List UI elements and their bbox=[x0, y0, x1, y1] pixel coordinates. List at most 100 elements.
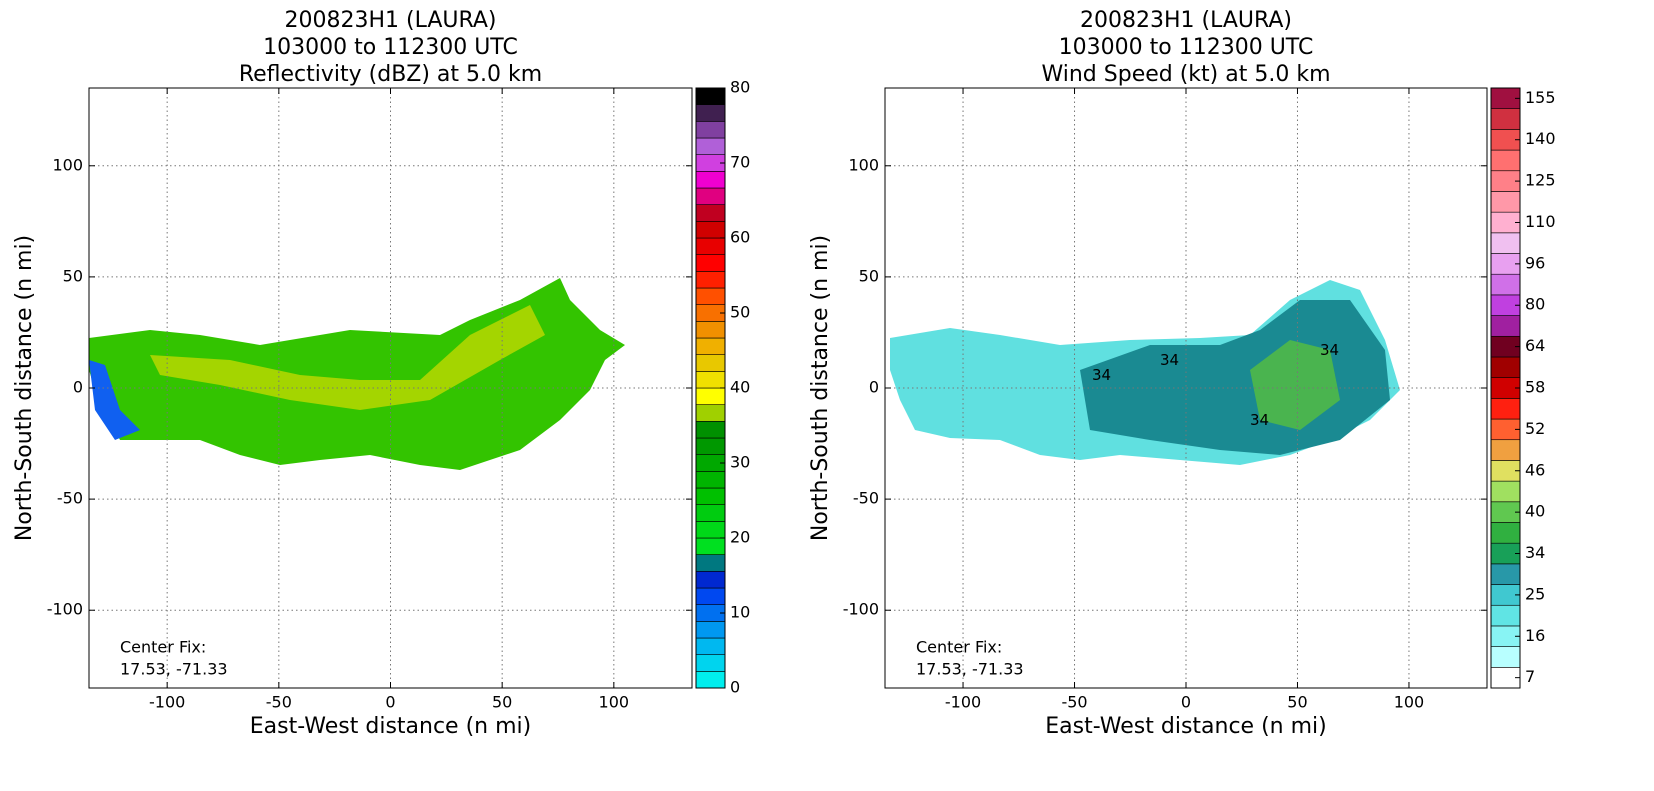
colorbar-tick-label: 40 bbox=[1525, 502, 1545, 521]
colorbar-segment bbox=[695, 587, 726, 605]
colorbar-segment bbox=[1490, 646, 1521, 668]
chart-title: 103000 to 112300 UTC bbox=[1059, 35, 1314, 60]
wind-strong bbox=[1250, 340, 1340, 430]
colorbar-segment bbox=[1490, 439, 1521, 461]
colorbar-segment bbox=[695, 487, 726, 505]
colorbar-segment bbox=[695, 187, 726, 205]
colorbar-segment bbox=[1490, 480, 1521, 503]
x-axis-label: East-West distance (n mi) bbox=[250, 714, 531, 739]
colorbar-segment bbox=[695, 221, 726, 239]
chart-title: 103000 to 112300 UTC bbox=[263, 35, 518, 60]
colorbar-tick-label: 0 bbox=[730, 678, 740, 697]
colorbar-tick-label: 140 bbox=[1525, 129, 1556, 148]
colorbar-segment bbox=[1490, 356, 1521, 378]
y-tick-label: -50 bbox=[853, 489, 879, 508]
chart-title: Wind Speed (kt) at 5.0 km bbox=[1041, 62, 1330, 87]
colorbar-segment bbox=[695, 637, 726, 655]
colorbar-tick-label: 52 bbox=[1525, 419, 1545, 438]
colorbar-segment bbox=[1490, 604, 1521, 627]
wind-moderate bbox=[1080, 300, 1390, 455]
colorbar-segment bbox=[1490, 522, 1521, 544]
colorbar-tick-label: 16 bbox=[1525, 626, 1545, 645]
colorbar-tick-label: 20 bbox=[730, 528, 750, 547]
colorbar-segment bbox=[695, 321, 726, 339]
x-tick-label: -100 bbox=[149, 693, 185, 712]
y-tick-label: 50 bbox=[859, 266, 879, 285]
colorbar-tick-label: 64 bbox=[1525, 336, 1545, 355]
colorbar-segment bbox=[1490, 315, 1521, 337]
colorbar-segment bbox=[695, 137, 726, 155]
y-tick-label: -50 bbox=[57, 489, 83, 508]
x-tick-label: 100 bbox=[599, 693, 630, 712]
reflectivity-low bbox=[89, 360, 140, 440]
colorbar-tick-label: 34 bbox=[1525, 543, 1545, 562]
colorbar-tick-label: 50 bbox=[730, 303, 750, 322]
colorbar-segment bbox=[695, 404, 726, 422]
x-tick-label: -50 bbox=[266, 693, 292, 712]
x-tick-label: 0 bbox=[385, 693, 395, 712]
colorbar-tick-label: 70 bbox=[730, 153, 750, 172]
colorbar-segment bbox=[1490, 563, 1521, 585]
chart-title: 200823H1 (LAURA) bbox=[284, 8, 496, 33]
colorbar-segment bbox=[1490, 273, 1521, 296]
plot-frame bbox=[88, 87, 693, 689]
x-tick-label: 50 bbox=[492, 693, 512, 712]
y-axis-label: North-South distance (n mi) bbox=[808, 235, 833, 541]
annotation: 17.53, -71.33 bbox=[120, 660, 228, 679]
colorbar-segment bbox=[695, 254, 726, 272]
y-tick-label: 50 bbox=[63, 266, 83, 285]
colorbar-tick-label: 46 bbox=[1525, 460, 1545, 479]
colorbar-segment bbox=[695, 287, 726, 305]
plot-frame bbox=[884, 87, 1488, 689]
reflectivity-high bbox=[150, 305, 545, 410]
colorbar-segment bbox=[695, 271, 726, 289]
contour-label: 34 bbox=[1250, 411, 1269, 429]
x-tick-label: -50 bbox=[1061, 693, 1087, 712]
x-tick-label: 50 bbox=[1287, 693, 1307, 712]
colorbar-segment bbox=[695, 621, 726, 639]
colorbar-segment bbox=[695, 554, 726, 572]
colorbar-segment bbox=[695, 171, 726, 189]
x-tick-label: -100 bbox=[945, 693, 981, 712]
y-tick-label: 100 bbox=[848, 155, 879, 174]
colorbar-segment bbox=[695, 337, 726, 355]
annotation: 17.53, -71.33 bbox=[916, 660, 1024, 679]
y-axis-label: North-South distance (n mi) bbox=[12, 235, 37, 541]
colorbar-segment bbox=[1490, 191, 1521, 213]
colorbar-segment bbox=[1490, 108, 1521, 130]
colorbar-segment bbox=[695, 121, 726, 139]
y-tick-label: -100 bbox=[843, 600, 879, 619]
colorbar-segment bbox=[695, 237, 726, 255]
colorbar-segment bbox=[695, 654, 726, 672]
colorbar-segment bbox=[695, 371, 726, 389]
y-tick-label: -100 bbox=[47, 600, 83, 619]
colorbar-segment bbox=[695, 521, 726, 539]
colorbar-segment bbox=[695, 87, 726, 105]
x-tick-label: 0 bbox=[1181, 693, 1191, 712]
y-tick-label: 0 bbox=[73, 378, 83, 397]
chart-title: Reflectivity (dBZ) at 5.0 km bbox=[239, 62, 542, 87]
colorbar-tick-label: 10 bbox=[730, 603, 750, 622]
annotation: Center Fix: bbox=[120, 638, 206, 657]
colorbar-tick-label: 60 bbox=[730, 228, 750, 247]
contour-label: 34 bbox=[1160, 351, 1179, 369]
colorbar-tick-label: 25 bbox=[1525, 584, 1545, 603]
colorbar-segment bbox=[695, 504, 726, 522]
colorbar-tick-label: 80 bbox=[1525, 295, 1545, 314]
colorbar-segment bbox=[1490, 149, 1521, 172]
colorbar-segment bbox=[695, 354, 726, 372]
colorbar-segment bbox=[1490, 232, 1521, 254]
echo-field bbox=[89, 278, 1400, 470]
annotation: Center Fix: bbox=[916, 638, 1002, 657]
colorbar-segment bbox=[695, 204, 726, 222]
colorbar-tick-label: 125 bbox=[1525, 171, 1556, 190]
x-axis-label: East-West distance (n mi) bbox=[1045, 714, 1326, 739]
chart-title: 200823H1 (LAURA) bbox=[1080, 8, 1292, 33]
colorbar-segment bbox=[695, 471, 726, 489]
contour-label: 34 bbox=[1320, 341, 1339, 359]
colorbar-tick-label: 80 bbox=[730, 78, 750, 97]
colorbar-segment bbox=[695, 537, 726, 555]
colorbar-segment bbox=[695, 387, 726, 405]
colorbar-segment bbox=[695, 421, 726, 439]
